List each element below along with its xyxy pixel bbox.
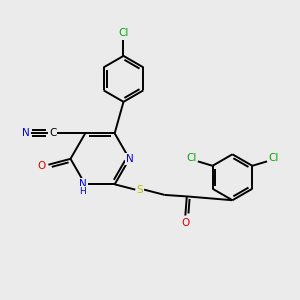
Text: O: O [181, 218, 190, 228]
Text: Cl: Cl [268, 153, 279, 163]
Text: N: N [79, 179, 87, 189]
Text: Cl: Cl [118, 28, 129, 38]
Text: N: N [22, 128, 30, 138]
Text: C: C [49, 128, 56, 138]
Text: S: S [136, 184, 143, 195]
Text: N: N [125, 154, 133, 164]
Text: H: H [80, 187, 86, 196]
Text: Cl: Cl [186, 153, 197, 163]
Text: O: O [38, 161, 46, 171]
